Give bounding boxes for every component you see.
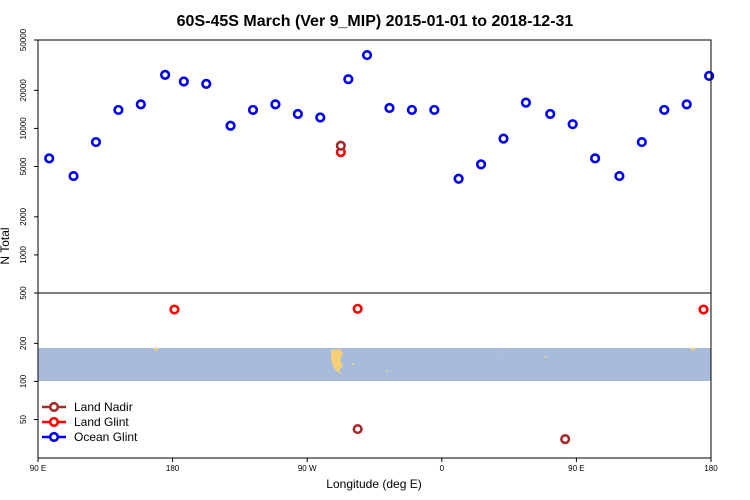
y-tick-label: 20000 xyxy=(19,79,28,102)
legend-label: Land Glint xyxy=(74,415,129,429)
land-patch xyxy=(331,349,343,374)
ocean-glint-point xyxy=(247,104,259,116)
ocean-glint-point xyxy=(201,78,212,89)
ocean-glint-point xyxy=(292,108,303,120)
ocean-glint-point xyxy=(225,120,236,131)
land-speck xyxy=(154,347,158,351)
ocean-glint-point xyxy=(178,76,189,87)
y-axis-label: N Total xyxy=(0,227,12,264)
ocean-glint-point xyxy=(270,99,281,110)
x-tick-label: 180 xyxy=(166,464,180,473)
y-tick-label: 50000 xyxy=(19,28,28,51)
legend-marker xyxy=(48,401,60,413)
plot-frame xyxy=(37,39,712,459)
land-speck xyxy=(351,363,355,365)
x-tick-label: 90 E xyxy=(30,464,46,473)
ocean-glint-point xyxy=(567,119,578,130)
chart-title: 60S-45S March (Ver 9_MIP) 2015-01-01 to … xyxy=(177,13,574,30)
x-tick-label: 0 xyxy=(440,464,445,473)
ocean-glint-point xyxy=(384,102,395,114)
axis-layer: 50 100 200 500 1000 2000 5000 10000 20000 50000 90… xyxy=(19,28,718,473)
ocean-glint-point xyxy=(429,104,440,116)
marks-layer xyxy=(44,49,715,445)
ocean-glint-point xyxy=(90,136,102,148)
legend-label: Land Nadir xyxy=(74,400,133,414)
map-band-layer xyxy=(38,347,711,381)
y-tick-label: 2000 xyxy=(19,207,28,225)
y-tick-label: 10000 xyxy=(19,117,28,140)
ocean-glint-point xyxy=(704,70,715,82)
land-glint-point xyxy=(352,303,363,314)
land-nadir-point xyxy=(335,140,346,151)
legend-marker xyxy=(48,431,60,443)
ocean-glint-point xyxy=(44,153,55,164)
land-nadir-point xyxy=(352,423,363,435)
ocean-glint-point xyxy=(113,104,124,116)
legend-marker xyxy=(48,416,60,428)
x-axis-label: Longitude (deg E) xyxy=(326,477,421,491)
ocean-glint-point xyxy=(659,104,670,116)
x-tick-label: 90 W xyxy=(298,464,317,473)
ocean-glint-point xyxy=(545,108,556,120)
land-nadir-point xyxy=(560,433,571,445)
ocean-glint-point xyxy=(453,173,464,184)
map-ocean-band xyxy=(38,348,711,381)
land-glint-point xyxy=(698,304,709,315)
ocean-glint-point xyxy=(406,104,417,116)
land-glint-point xyxy=(169,304,180,315)
ocean-glint-point xyxy=(681,99,692,110)
ocean-glint-point xyxy=(636,136,647,148)
ocean-glint-point xyxy=(475,159,487,170)
x-tick-label: 90 E xyxy=(568,464,584,473)
y-tick-label: 1000 xyxy=(19,245,28,263)
land-speck xyxy=(691,347,695,351)
ocean-glint-point xyxy=(135,99,146,110)
land-speck xyxy=(497,351,499,353)
x-tick-label: 180 xyxy=(704,464,718,473)
y-tick-label: 100 xyxy=(19,374,28,388)
ocean-glint-point xyxy=(589,153,601,164)
ocean-glint-point xyxy=(160,69,171,80)
ocean-glint-point xyxy=(68,170,79,182)
land-speck xyxy=(544,356,548,358)
y-tick-label: 200 xyxy=(19,336,28,350)
y-tick-label: 5000 xyxy=(19,157,28,175)
ocean-glint-point xyxy=(361,49,373,61)
y-tick-label: 50 xyxy=(19,415,28,424)
ocean-glint-point xyxy=(520,97,532,108)
legend-label: Ocean Glint xyxy=(74,430,138,444)
land-speck xyxy=(386,370,388,372)
ocean-glint-point xyxy=(614,170,625,182)
ocean-glint-point xyxy=(315,112,326,123)
ocean-glint-point xyxy=(498,133,509,144)
ocean-glint-point xyxy=(343,74,354,85)
y-tick-label: 500 xyxy=(19,286,28,300)
